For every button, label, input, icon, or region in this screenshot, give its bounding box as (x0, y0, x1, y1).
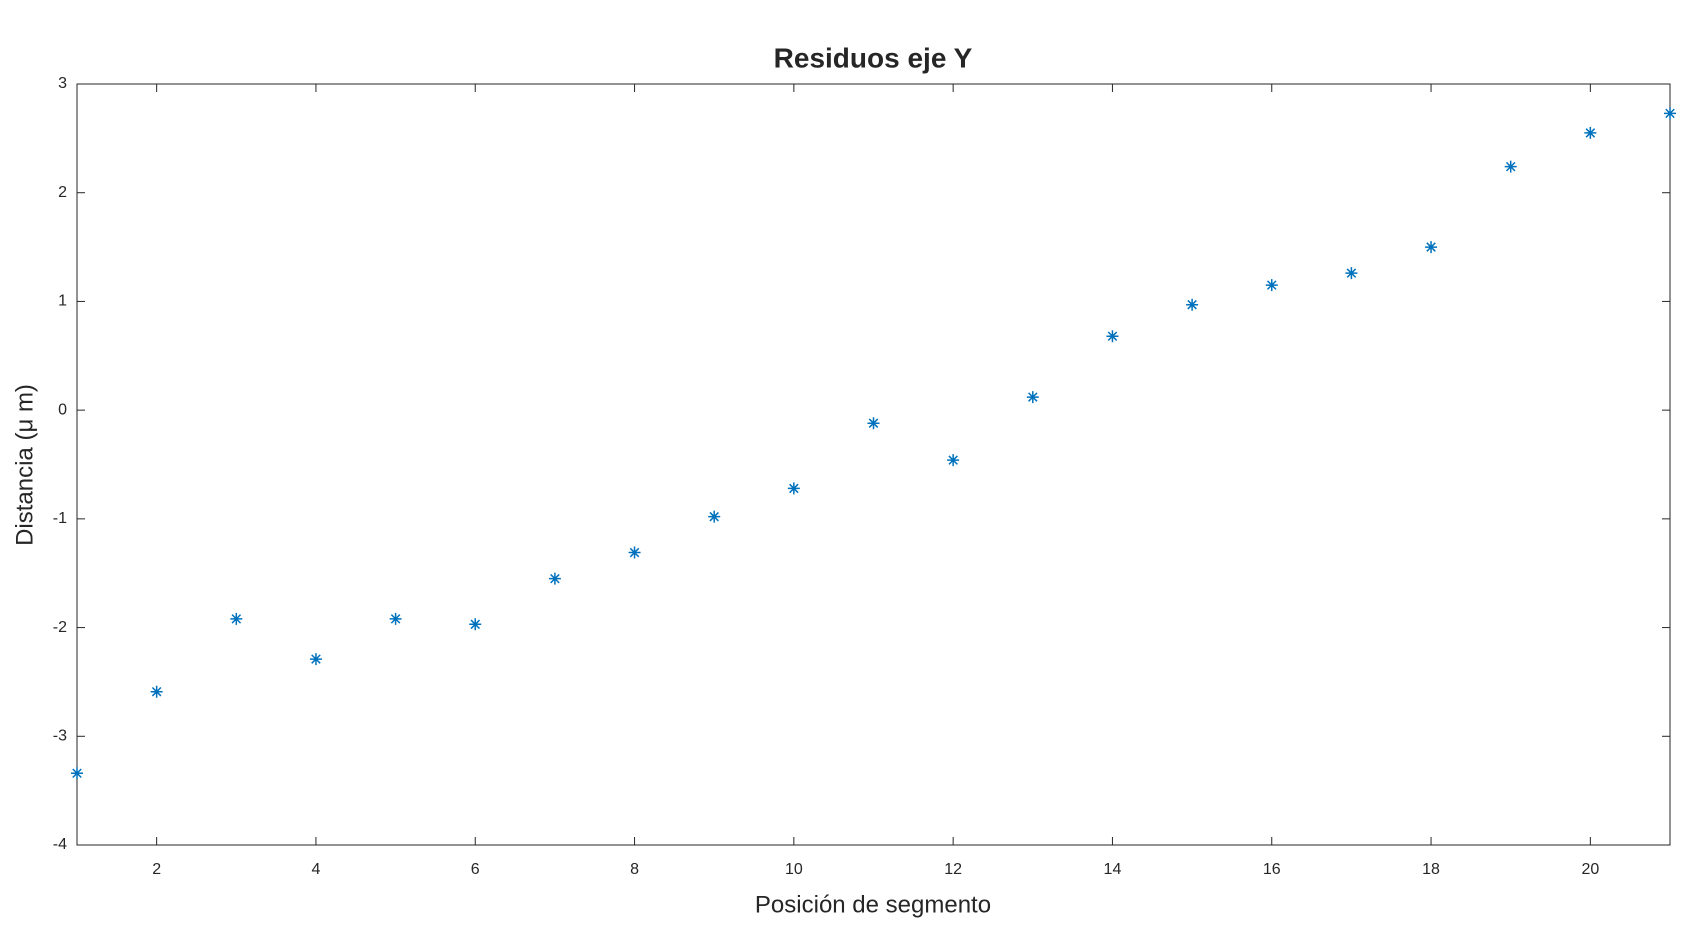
x-tick-label: 10 (785, 861, 803, 878)
point (469, 618, 482, 631)
y-axis-label: Distancia (μ m) (11, 384, 38, 546)
y-tick-label: 3 (58, 75, 67, 92)
point (628, 546, 641, 559)
y-tick-label: 2 (58, 184, 67, 201)
point (1345, 267, 1358, 280)
x-tick-label: 14 (1104, 861, 1122, 878)
x-axis-label: Posición de segmento (755, 891, 991, 918)
point (867, 417, 880, 430)
x-tick-label: 2 (152, 861, 161, 878)
point (1026, 391, 1039, 404)
y-tick-label: 1 (58, 293, 67, 310)
point (1106, 330, 1119, 343)
point (309, 653, 322, 666)
y-tick-label: -4 (53, 836, 67, 853)
x-tick-label: 8 (630, 861, 639, 878)
point (787, 482, 800, 495)
point (1584, 126, 1597, 139)
x-tick-label: 20 (1581, 861, 1599, 878)
y-tick-label: 0 (58, 401, 67, 418)
y-tick-label: -2 (53, 619, 67, 636)
point (548, 572, 561, 585)
y-tick-label: -1 (53, 510, 67, 527)
point (71, 767, 83, 780)
point (389, 612, 402, 625)
point (1186, 298, 1199, 311)
point (150, 685, 163, 698)
plot-frame (76, 83, 1671, 846)
x-tick-label: 4 (311, 861, 320, 878)
x-tick-label: 18 (1422, 861, 1440, 878)
point (947, 454, 960, 467)
point (1265, 279, 1278, 292)
y-tick-label: -3 (53, 728, 67, 745)
point (1664, 107, 1676, 120)
point (1504, 160, 1517, 173)
point (708, 510, 721, 523)
x-tick-label: 12 (944, 861, 962, 878)
point (1425, 241, 1438, 254)
point (230, 612, 243, 625)
chart-title: Residuos eje Y (774, 42, 973, 73)
x-tick-label: 6 (471, 861, 480, 878)
x-tick-label: 16 (1263, 861, 1281, 878)
